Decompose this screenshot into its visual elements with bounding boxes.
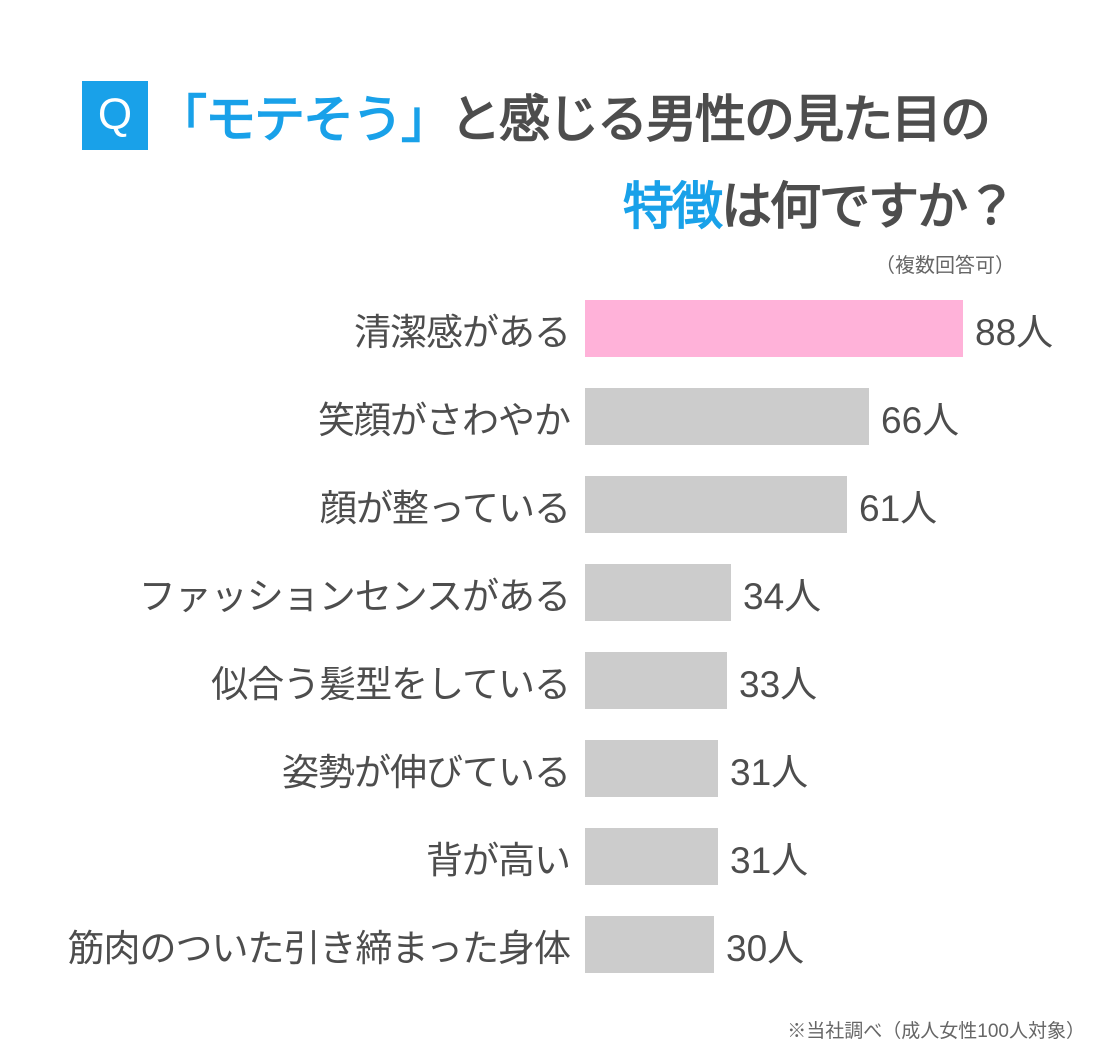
- question-header: Q 「モテそう」と感じる男性の見た目の 特徴は何ですか？ （複数回答可）: [82, 78, 1017, 278]
- bar: [585, 916, 714, 973]
- category-label: 笑顔がさわやか: [318, 399, 571, 441]
- value-label: 88人: [975, 311, 1054, 353]
- bar-area: 33人: [585, 652, 1100, 709]
- chart-row: 背が高い 31人: [0, 828, 1100, 885]
- title-highlight-text: 特徴: [622, 178, 723, 235]
- bar: [585, 476, 847, 533]
- title-highlight-text: 「モテそう」と感じる男性の見た目の: [156, 91, 991, 148]
- value-label: 31人: [730, 839, 809, 881]
- bar-area: 30人: [585, 916, 1100, 973]
- chart-row: 姿勢が伸びている 31人: [0, 740, 1100, 797]
- chart-row: 笑顔がさわやか 66人: [0, 388, 1100, 445]
- bar: [585, 828, 718, 885]
- chart-row: 筋肉のついた引き締まった身体 30人: [0, 916, 1100, 973]
- q-badge: Q: [82, 80, 148, 150]
- value-label: 34人: [743, 575, 822, 617]
- category-label: 姿勢が伸びている: [282, 751, 571, 793]
- value-label: 30人: [726, 927, 805, 969]
- chart-row: ファッションセンスがある 34人: [0, 564, 1100, 621]
- chart-row: 清潔感がある 88人: [0, 300, 1100, 357]
- value-label: 66人: [881, 399, 960, 441]
- category-label: ファッションセンスがある: [138, 575, 571, 617]
- value-label: 33人: [739, 663, 818, 705]
- bar-highlighted: [585, 300, 963, 357]
- bar-area: 34人: [585, 564, 1100, 621]
- question-title-line2: 特徴は何ですか？: [82, 165, 1017, 239]
- chart-row: 顔が整っている 61人: [0, 476, 1100, 533]
- bar-area: 88人: [585, 300, 1100, 357]
- bar-area: 31人: [585, 740, 1100, 797]
- question-title-line1: Q 「モテそう」と感じる男性の見た目の: [82, 78, 1015, 152]
- category-label: 清潔感がある: [354, 311, 571, 353]
- bar: [585, 652, 727, 709]
- category-label: 背が高い: [426, 839, 571, 881]
- title-text: は何ですか？: [720, 178, 1017, 235]
- value-label: 61人: [859, 487, 938, 529]
- bar-area: 61人: [585, 476, 1100, 533]
- bar: [585, 740, 718, 797]
- value-label: 31人: [730, 751, 809, 793]
- category-label: 顔が整っている: [319, 487, 571, 529]
- category-label: 似合う髪型をしている: [211, 663, 571, 705]
- bar: [585, 564, 731, 621]
- bar-chart: 清潔感がある 88人笑顔がさわやか 66人顔が整っている 61人ファッションセンスがあ…: [0, 300, 1100, 1004]
- bar-area: 31人: [585, 828, 1100, 885]
- source-note: ※当社調べ（成人女性100人対象）: [787, 1021, 1085, 1042]
- category-label: 筋肉のついた引き締まった身体: [67, 927, 571, 969]
- multiple-answers-note: （複数回答可）: [875, 255, 1015, 277]
- bar: [585, 388, 869, 445]
- chart-row: 似合う髪型をしている 33人: [0, 652, 1100, 709]
- bar-area: 66人: [585, 388, 1100, 445]
